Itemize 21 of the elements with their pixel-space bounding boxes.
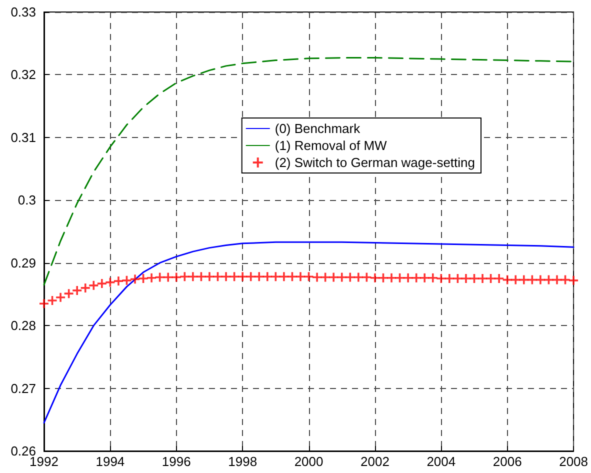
y-tick-label: 0.32 (10, 67, 36, 82)
y-tick-label: 0.26 (10, 444, 36, 458)
y-tick-label: 0.3 (18, 192, 36, 208)
y-tick-label: 0.28 (10, 318, 36, 334)
legend-label: (0) Benchmark (274, 121, 361, 136)
y-tick-label: 0.31 (10, 130, 36, 145)
y-tick-label: 0.27 (10, 380, 36, 396)
line-series (43, 57, 574, 286)
x-tick-label: 2006 (492, 454, 522, 469)
x-tick-label: 1998 (228, 454, 258, 469)
x-tick-label: 1996 (162, 454, 191, 469)
x-tick-label: 2000 (294, 454, 324, 469)
x-tick-label: 2008 (559, 454, 588, 469)
legend-label: (2) Switch to German wage-setting (274, 155, 476, 170)
x-tick-label: 2004 (426, 454, 456, 469)
x-tick-label: 2002 (360, 454, 390, 469)
legend-label: (1) Removal of MW (274, 138, 388, 153)
y-tick-label: 0.29 (10, 255, 36, 270)
y-tick-label: 0.33 (10, 4, 36, 20)
x-tick-label: 1994 (96, 454, 125, 469)
line-series (43, 241, 574, 424)
